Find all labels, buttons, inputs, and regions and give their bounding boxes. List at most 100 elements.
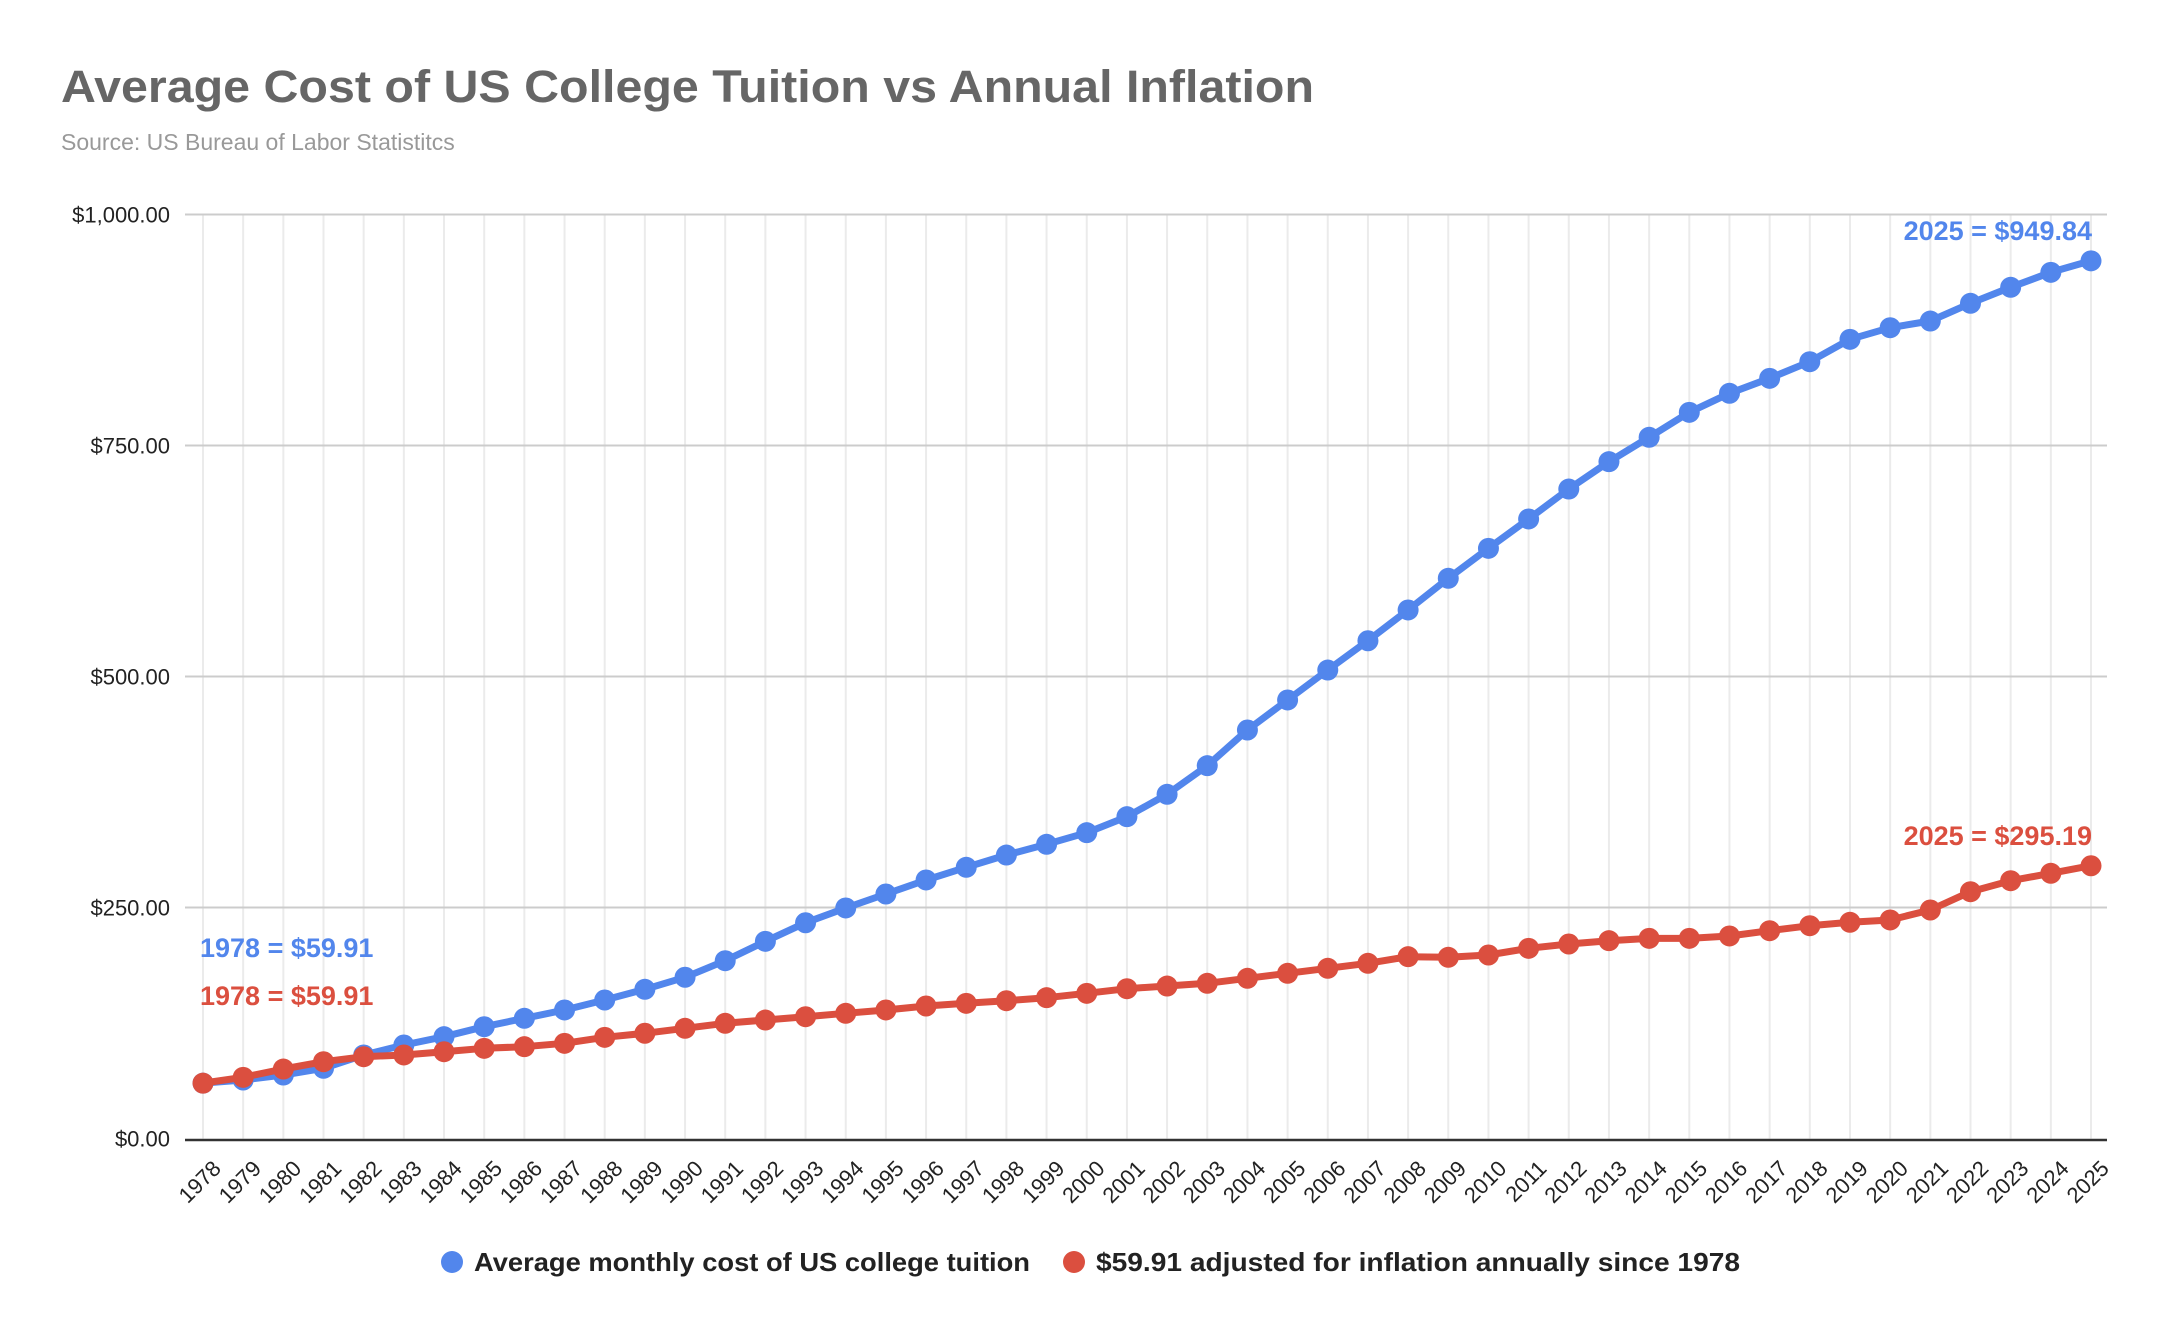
data-point[interactable]: [674, 966, 696, 988]
data-point[interactable]: [1598, 930, 1620, 952]
data-point[interactable]: [835, 1002, 857, 1024]
data-point[interactable]: [795, 1006, 817, 1028]
data-point[interactable]: [634, 978, 656, 1000]
legend-item-inflation[interactable]: $59.91 adjusted for inflation annually s…: [1063, 1247, 1740, 1277]
x-tick-label: 2020: [1861, 1156, 1913, 1208]
data-point[interactable]: [1718, 382, 1740, 404]
data-point[interactable]: [473, 1037, 495, 1059]
y-tick-label: $250.00: [90, 896, 170, 921]
data-point[interactable]: [1638, 426, 1660, 448]
data-point[interactable]: [1879, 317, 1901, 339]
data-point[interactable]: [1678, 927, 1700, 949]
data-point[interactable]: [1116, 978, 1138, 1000]
data-point[interactable]: [513, 1007, 535, 1029]
data-point[interactable]: [1236, 719, 1258, 741]
data-point[interactable]: [1036, 833, 1058, 855]
data-point[interactable]: [1959, 881, 1981, 903]
data-point[interactable]: [1277, 962, 1299, 984]
data-point[interactable]: [634, 1022, 656, 1044]
data-point[interactable]: [2000, 870, 2022, 892]
data-point[interactable]: [955, 992, 977, 1014]
data-point[interactable]: [554, 999, 576, 1021]
data-point[interactable]: [1799, 351, 1821, 373]
data-point[interactable]: [674, 1017, 696, 1039]
data-point[interactable]: [1919, 899, 1941, 921]
data-point[interactable]: [1638, 927, 1660, 949]
data-point[interactable]: [1397, 599, 1419, 621]
data-point[interactable]: [1076, 822, 1098, 844]
data-point[interactable]: [1839, 911, 1861, 933]
data-point[interactable]: [714, 1012, 736, 1034]
data-point[interactable]: [1919, 310, 1941, 332]
data-point[interactable]: [272, 1058, 294, 1080]
data-point[interactable]: [2080, 250, 2102, 272]
data-point[interactable]: [915, 869, 937, 891]
data-point[interactable]: [2080, 855, 2102, 877]
data-point[interactable]: [1236, 967, 1258, 989]
data-point[interactable]: [353, 1046, 375, 1068]
data-point[interactable]: [473, 1016, 495, 1038]
data-point[interactable]: [1277, 689, 1299, 711]
data-point[interactable]: [875, 999, 897, 1021]
data-point[interactable]: [554, 1032, 576, 1054]
data-point[interactable]: [1759, 920, 1781, 942]
data-point[interactable]: [1116, 806, 1138, 828]
data-point[interactable]: [1357, 952, 1379, 974]
data-point[interactable]: [1518, 937, 1540, 959]
data-point[interactable]: [433, 1026, 455, 1048]
data-point[interactable]: [955, 856, 977, 878]
data-point[interactable]: [1036, 987, 1058, 1009]
data-point[interactable]: [795, 912, 817, 934]
data-point[interactable]: [1196, 755, 1218, 777]
data-point[interactable]: [433, 1041, 455, 1063]
data-point[interactable]: [754, 930, 776, 952]
data-point[interactable]: [1959, 292, 1981, 314]
data-point[interactable]: [1598, 451, 1620, 473]
data-point[interactable]: [875, 883, 897, 905]
data-point[interactable]: [1477, 537, 1499, 559]
data-point[interactable]: [232, 1066, 254, 1088]
data-point[interactable]: [1196, 972, 1218, 994]
data-point[interactable]: [1317, 659, 1339, 681]
data-point[interactable]: [1799, 915, 1821, 937]
data-point[interactable]: [1879, 909, 1901, 931]
data-point[interactable]: [995, 990, 1017, 1012]
x-tick-label: 2014: [1620, 1156, 1672, 1208]
data-point[interactable]: [1718, 925, 1740, 947]
data-point[interactable]: [1558, 478, 1580, 500]
x-tick-label: 1984: [415, 1156, 467, 1208]
data-point[interactable]: [915, 995, 937, 1017]
data-point[interactable]: [1357, 630, 1379, 652]
data-point[interactable]: [1558, 933, 1580, 955]
data-point[interactable]: [1156, 783, 1178, 805]
data-point[interactable]: [1076, 982, 1098, 1004]
data-point[interactable]: [1518, 508, 1540, 530]
data-point[interactable]: [995, 844, 1017, 866]
data-point[interactable]: [393, 1044, 415, 1066]
data-point[interactable]: [1839, 328, 1861, 350]
data-point[interactable]: [1678, 401, 1700, 423]
data-point[interactable]: [192, 1072, 214, 1094]
data-point[interactable]: [754, 1009, 776, 1031]
data-point[interactable]: [1437, 946, 1459, 968]
data-point[interactable]: [594, 989, 616, 1011]
x-tick-label: 1997: [937, 1156, 989, 1208]
data-point[interactable]: [714, 950, 736, 972]
data-point[interactable]: [594, 1026, 616, 1048]
data-point[interactable]: [1156, 975, 1178, 997]
x-tick-label: 2008: [1379, 1156, 1431, 1208]
data-point[interactable]: [2040, 862, 2062, 884]
data-point[interactable]: [1759, 367, 1781, 389]
data-point[interactable]: [835, 897, 857, 919]
data-point[interactable]: [2040, 261, 2062, 283]
data-point[interactable]: [313, 1051, 335, 1073]
data-point[interactable]: [1397, 946, 1419, 968]
legend-item-tuition[interactable]: Average monthly cost of US college tuiti…: [441, 1247, 1030, 1277]
data-point[interactable]: [1317, 957, 1339, 979]
data-point[interactable]: [1477, 944, 1499, 966]
data-point[interactable]: [513, 1036, 535, 1058]
x-tick-label: 2012: [1539, 1156, 1591, 1208]
y-tick-label: $750.00: [90, 434, 170, 459]
data-point[interactable]: [1437, 567, 1459, 589]
data-point[interactable]: [2000, 276, 2022, 298]
